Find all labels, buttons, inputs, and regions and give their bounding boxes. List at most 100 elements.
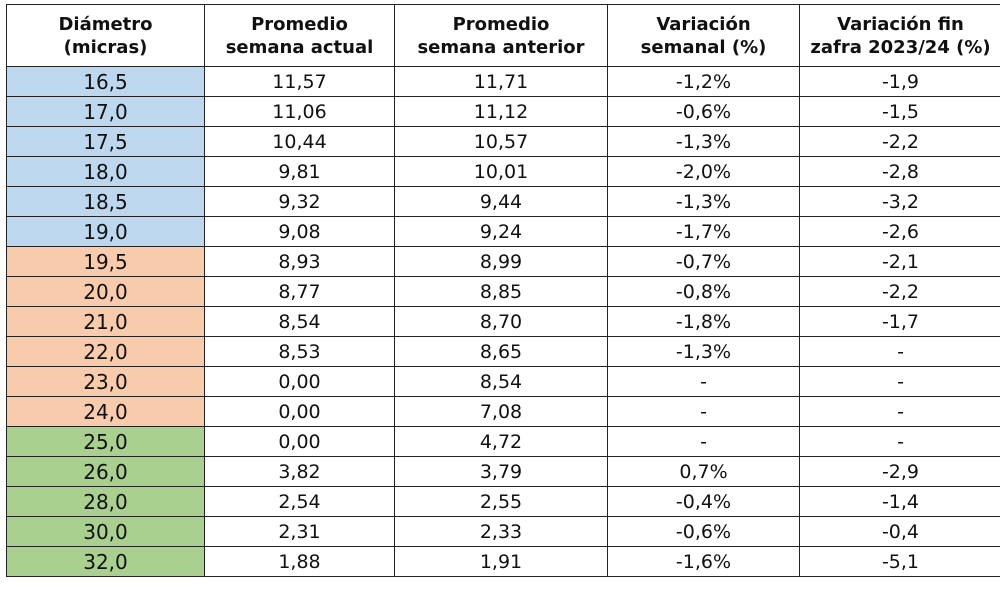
table-row: 17,5 10,44 10,57 -1,3% -2,2 [6, 126, 1000, 157]
diameter-cell: 19,0 [6, 216, 205, 247]
previous-week-avg-cell: 8,85 [394, 276, 608, 307]
table-row: 18,5 9,32 9,44 -1,3% -3,2 [6, 186, 1000, 217]
table-row: 26,0 3,82 3,79 0,7% -2,9 [6, 456, 1000, 487]
header-promedio-anterior: Promedio semana anterior [394, 4, 608, 67]
header-label-line: semanal (%) [640, 36, 767, 58]
weekly-variation-cell: -1,7% [607, 216, 800, 247]
previous-week-avg-cell: 2,33 [394, 516, 608, 547]
table-row: 19,0 9,08 9,24 -1,7% -2,6 [6, 216, 1000, 247]
weekly-variation-cell: 0,7% [607, 456, 800, 487]
header-promedio-actual: Promedio semana actual [204, 4, 395, 67]
season-variation-cell: -2,8 [799, 156, 1000, 187]
header-label-line: Diámetro [58, 13, 153, 35]
table-row: 24,0 0,00 7,08- - [6, 396, 1000, 427]
previous-week-avg-cell: 9,44 [394, 186, 608, 217]
table-row: 30,0 2,31 2,33 -0,6% -0,4 [6, 516, 1000, 547]
wool-price-table: Diámetro (micras) Promedio semana actual Pro… [6, 4, 1000, 577]
current-week-avg-cell: 9,81 [204, 156, 395, 187]
table-row: 20,0 8,77 8,85 -0,8% -2,2 [6, 276, 1000, 307]
diameter-cell: 26,0 [6, 456, 205, 487]
header-label-line: Promedio [251, 13, 348, 35]
previous-week-avg-cell: 8,65 [394, 336, 608, 367]
season-variation-cell: -0,4 [799, 516, 1000, 547]
weekly-variation-cell: -0,8% [607, 276, 800, 307]
previous-week-avg-cell: 8,54 [394, 366, 608, 397]
weekly-variation-cell: -1,6% [607, 546, 800, 577]
diameter-cell: 30,0 [6, 516, 205, 547]
season-variation-cell: -2,2 [799, 276, 1000, 307]
previous-week-avg-cell: 2,55 [394, 486, 608, 517]
header-label-line: Variación [656, 13, 751, 35]
season-variation-cell: -2,9 [799, 456, 1000, 487]
current-week-avg-cell: 9,32 [204, 186, 395, 217]
previous-week-avg-cell: 1,91 [394, 546, 608, 577]
diameter-cell: 17,5 [6, 126, 205, 157]
previous-week-avg-cell: 9,24 [394, 216, 608, 247]
previous-week-avg-cell: 8,70 [394, 306, 608, 337]
table-row: 21,0 8,54 8,70 -1,8% -1,7 [6, 306, 1000, 337]
current-week-avg-cell: 3,82 [204, 456, 395, 487]
current-week-avg-cell: 8,53 [204, 336, 395, 367]
header-label-line: semana anterior [417, 36, 585, 58]
current-week-avg-cell: 11,06 [204, 96, 395, 127]
header-label-line: Variación fin [837, 13, 964, 35]
current-week-avg-cell: 8,93 [204, 246, 395, 277]
header-row: Diámetro (micras) Promedio semana actual Pro… [6, 4, 1000, 67]
diameter-cell: 16,5 [6, 66, 205, 97]
previous-week-avg-cell: 10,57 [394, 126, 608, 157]
previous-week-avg-cell: 7,08 [394, 396, 608, 427]
diameter-cell: 18,5 [6, 186, 205, 217]
season-variation-cell: - [799, 396, 1000, 427]
table-row: 32,0 1,88 1,91 -1,6% -5,1 [6, 546, 1000, 577]
weekly-variation-cell: - [607, 366, 800, 397]
table-row: 28,0 2,54 2,55 -0,4% -1,4 [6, 486, 1000, 517]
diameter-cell: 28,0 [6, 486, 205, 517]
weekly-variation-cell: -1,2% [607, 66, 800, 97]
weekly-variation-cell: -1,3% [607, 126, 800, 157]
weekly-variation-cell: -2,0% [607, 156, 800, 187]
season-variation-cell: -1,7 [799, 306, 1000, 337]
table-row: 17,0 11,06 11,12 -0,6% -1,5 [6, 96, 1000, 127]
previous-week-avg-cell: 10,01 [394, 156, 608, 187]
diameter-cell: 25,0 [6, 426, 205, 457]
diameter-cell: 19,5 [6, 246, 205, 277]
weekly-variation-cell: - [607, 426, 800, 457]
season-variation-cell: - [799, 366, 1000, 397]
current-week-avg-cell: 9,08 [204, 216, 395, 247]
season-variation-cell: -2,2 [799, 126, 1000, 157]
current-week-avg-cell: 2,31 [204, 516, 395, 547]
weekly-variation-cell: -1,8% [607, 306, 800, 337]
table-row: 23,0 0,00 8,54- - [6, 366, 1000, 397]
current-week-avg-cell: 11,57 [204, 66, 395, 97]
table-body: 16,5 11,57 11,71 -1,2% -1,9 17,0 11,06 11,12 -0,… [6, 66, 1000, 577]
season-variation-cell: -3,2 [799, 186, 1000, 217]
weekly-variation-cell: - [607, 396, 800, 427]
weekly-variation-cell: -1,3% [607, 186, 800, 217]
current-week-avg-cell: 1,88 [204, 546, 395, 577]
season-variation-cell: -5,1 [799, 546, 1000, 577]
current-week-avg-cell: 0,00 [204, 426, 395, 457]
season-variation-cell: -2,6 [799, 216, 1000, 247]
header-variacion-fin-zafra: Variación fin zafra 2023/24 (%) [799, 4, 1000, 67]
table-row: 19,5 8,93 8,99 -0,7% -2,1 [6, 246, 1000, 277]
season-variation-cell: -1,5 [799, 96, 1000, 127]
weekly-variation-cell: -1,3% [607, 336, 800, 367]
weekly-variation-cell: -0,7% [607, 246, 800, 277]
previous-week-avg-cell: 3,79 [394, 456, 608, 487]
diameter-cell: 18,0 [6, 156, 205, 187]
diameter-cell: 17,0 [6, 96, 205, 127]
current-week-avg-cell: 2,54 [204, 486, 395, 517]
header-diametro: Diámetro (micras) [6, 4, 205, 67]
season-variation-cell: - [799, 336, 1000, 367]
previous-week-avg-cell: 11,12 [394, 96, 608, 127]
season-variation-cell: -1,4 [799, 486, 1000, 517]
current-week-avg-cell: 0,00 [204, 396, 395, 427]
header-label-line: semana actual [225, 36, 374, 58]
table-row: 16,5 11,57 11,71 -1,2% -1,9 [6, 66, 1000, 97]
weekly-variation-cell: -0,6% [607, 516, 800, 547]
current-week-avg-cell: 10,44 [204, 126, 395, 157]
diameter-cell: 24,0 [6, 396, 205, 427]
previous-week-avg-cell: 11,71 [394, 66, 608, 97]
weekly-variation-cell: -0,6% [607, 96, 800, 127]
header-label-line: Promedio [452, 13, 550, 35]
